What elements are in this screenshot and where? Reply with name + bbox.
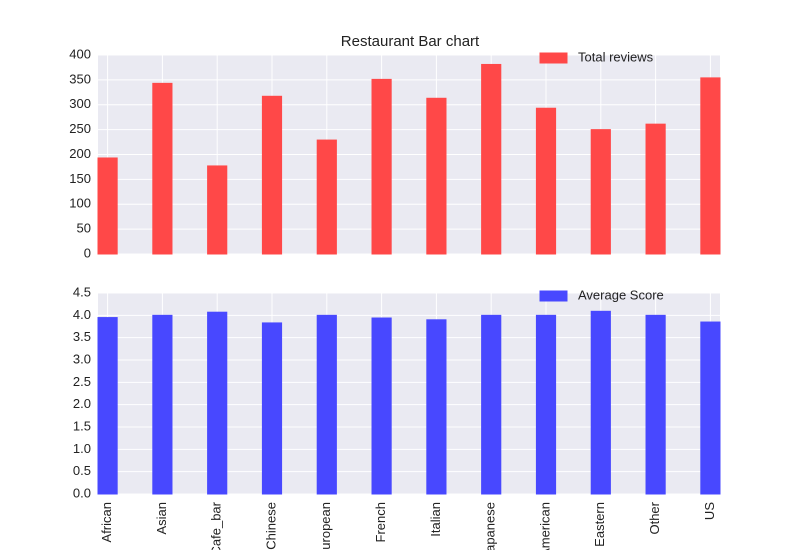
y-tick-label: 150 [69,171,91,186]
x-tick-label: Asian [154,502,169,535]
x-tick-label: Cafe_bar [209,501,224,550]
x-tick-label: African [99,502,114,542]
bar [207,165,228,255]
x-tick-label: Chinese [263,502,278,550]
legend-label: Average Score [578,287,664,302]
bar [316,139,337,255]
x-tick-label: American [537,502,552,550]
bar [152,82,173,255]
x-tick-label: Middle Eastern [592,502,607,550]
bar [261,322,283,495]
y-tick-label: 200 [69,146,91,161]
bar [426,319,447,495]
legend-label: Total reviews [578,49,654,64]
legend-swatch [539,290,568,302]
y-tick-label: 2.0 [73,396,91,411]
chart-title: Restaurant Bar chart [341,33,480,50]
plot-area [98,293,720,494]
bar [700,77,721,255]
legend-swatch [539,52,568,64]
x-tick-label: European [318,502,333,550]
bar [590,310,611,495]
y-tick-label: 100 [69,196,91,211]
bar [481,63,502,255]
y-tick-label: 3.0 [73,351,91,366]
bar [426,97,447,255]
bar [590,129,611,255]
x-tick-label: Other [647,501,662,534]
y-tick-label: 250 [69,121,91,136]
bar [645,123,666,255]
x-tick-label: Italian [428,502,443,537]
y-tick-label: 0 [84,245,91,260]
bar [316,314,337,495]
y-tick-label: 2.5 [73,374,91,389]
y-tick-label: 3.5 [73,329,91,344]
x-tick-label: Japanese [483,502,498,550]
bar [207,311,228,495]
y-tick-label: 400 [69,46,91,61]
x-tick-label: US [702,502,717,520]
y-tick-label: 4.0 [73,307,91,322]
bar [371,317,392,495]
y-tick-label: 0.5 [73,463,91,478]
y-tick-label: 350 [69,71,91,86]
x-tick-label: French [373,502,388,542]
bar [97,317,118,495]
y-tick-label: 0.0 [73,485,91,500]
bar [700,321,721,495]
bar [261,95,283,255]
bar [371,78,392,255]
y-tick-label: 300 [69,96,91,111]
y-tick-label: 4.5 [73,284,91,299]
y-tick-label: 1.0 [73,441,91,456]
y-tick-label: 50 [77,221,91,236]
bar [535,314,557,495]
bar [535,107,557,255]
y-tick-label: 1.5 [73,418,91,433]
bar [481,314,502,495]
bar [152,314,173,495]
bar [645,314,666,495]
bar [97,157,118,255]
